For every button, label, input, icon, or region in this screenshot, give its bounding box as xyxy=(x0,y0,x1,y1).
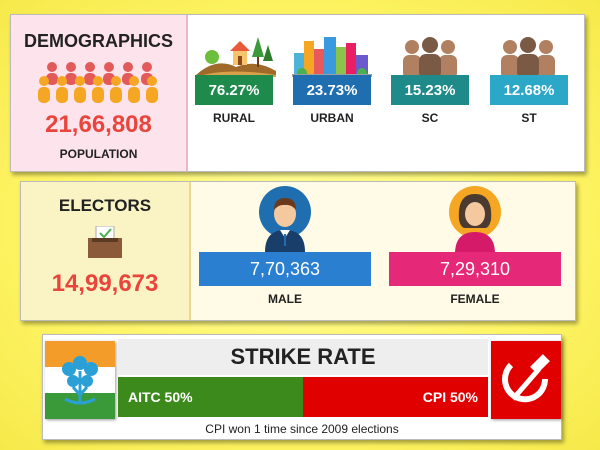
rural-percent: 76.27% xyxy=(195,75,273,105)
rural-label: RURAL xyxy=(213,111,255,125)
female-label: FEMALE xyxy=(450,292,500,306)
electors-summary: ELECTORS 14,99,673 xyxy=(21,182,189,320)
demographics-title: DEMOGRAPHICS xyxy=(23,31,173,51)
people-group-icon xyxy=(501,37,555,79)
hammer-sickle-icon xyxy=(491,341,561,419)
electors-card: ELECTORS 14,99,673 7,70,363 7,29,310 MAL… xyxy=(20,181,576,321)
people-group-icon xyxy=(403,37,457,79)
rural-landscape-icon xyxy=(196,37,276,77)
aitc-bar-label: AITC 50% xyxy=(128,389,193,405)
aitc-bar: AITC 50% xyxy=(118,377,303,417)
electors-total: 14,99,673 xyxy=(51,270,159,297)
sc-label: SC xyxy=(421,111,439,125)
female-avatar-icon xyxy=(449,186,501,254)
aitc-flower-logo-icon xyxy=(45,341,115,419)
strike-footnote: CPI won 1 time since 2009 elections xyxy=(205,422,399,436)
sc-percent: 15.23% xyxy=(391,75,469,105)
cpi-logo-box xyxy=(491,341,561,419)
demographics-stats: 76.27% 23.73% 15.23% 12.68% RURAL URBAN … xyxy=(186,15,584,171)
population-label: POPULATION xyxy=(59,147,138,161)
electors-title: ELECTORS xyxy=(58,196,152,215)
strike-rate-title: STRIKE RATE xyxy=(118,339,488,375)
aitc-logo-box xyxy=(45,341,115,419)
demographics-card: DEMOGRAPHICS 21,66,808 POPULATION xyxy=(10,14,585,172)
male-avatar-icon xyxy=(259,186,311,252)
male-label: MALE xyxy=(268,292,302,306)
st-label: ST xyxy=(521,111,537,125)
female-count: 7,29,310 xyxy=(389,252,561,286)
population-value: 21,66,808 xyxy=(45,111,152,138)
st-percent: 12.68% xyxy=(490,75,568,105)
cpi-bar-label: CPI 50% xyxy=(422,389,478,405)
cpi-bar: CPI 50% xyxy=(303,377,488,417)
ballot-box-icon xyxy=(88,226,122,258)
urban-percent: 23.73% xyxy=(293,75,371,105)
urban-label: URBAN xyxy=(310,111,354,125)
male-count: 7,70,363 xyxy=(199,252,371,286)
demographics-summary: DEMOGRAPHICS 21,66,808 POPULATION xyxy=(11,15,186,171)
city-skyline-icon xyxy=(292,37,372,77)
population-crowd-icon xyxy=(38,62,158,103)
electors-breakdown: 7,70,363 7,29,310 MALE FEMALE xyxy=(189,182,575,320)
strike-rate-card: STRIKE RATE AITC 50% CPI 50% CPI won 1 t… xyxy=(42,334,562,440)
